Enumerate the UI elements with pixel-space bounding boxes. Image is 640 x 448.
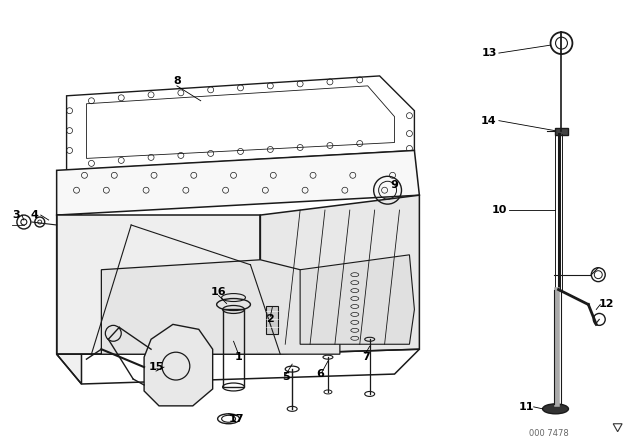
Text: 14: 14 [481,116,497,125]
Ellipse shape [543,404,568,414]
Text: 6: 6 [316,369,324,379]
Polygon shape [57,215,81,384]
Text: 16: 16 [211,287,227,297]
Text: 12: 12 [598,300,614,310]
Text: 000 7478: 000 7478 [529,429,568,438]
Text: 17: 17 [228,414,244,424]
Text: 13: 13 [481,48,497,58]
Polygon shape [57,151,419,215]
Text: 9: 9 [390,180,399,190]
Text: 11: 11 [519,402,534,412]
Text: 4: 4 [31,210,38,220]
Text: 5: 5 [282,372,290,382]
Polygon shape [57,215,260,354]
Text: 7: 7 [362,352,369,362]
Polygon shape [260,195,419,354]
Text: 15: 15 [148,362,164,372]
Polygon shape [300,255,415,344]
Bar [554,128,568,134]
Polygon shape [144,324,212,406]
Bar [223,310,244,387]
Polygon shape [101,260,340,354]
Text: 10: 10 [491,205,507,215]
Text: 2: 2 [266,314,274,324]
Text: 8: 8 [173,76,180,86]
Bar [266,306,278,334]
Text: 3: 3 [12,210,20,220]
Text: 1: 1 [235,352,243,362]
